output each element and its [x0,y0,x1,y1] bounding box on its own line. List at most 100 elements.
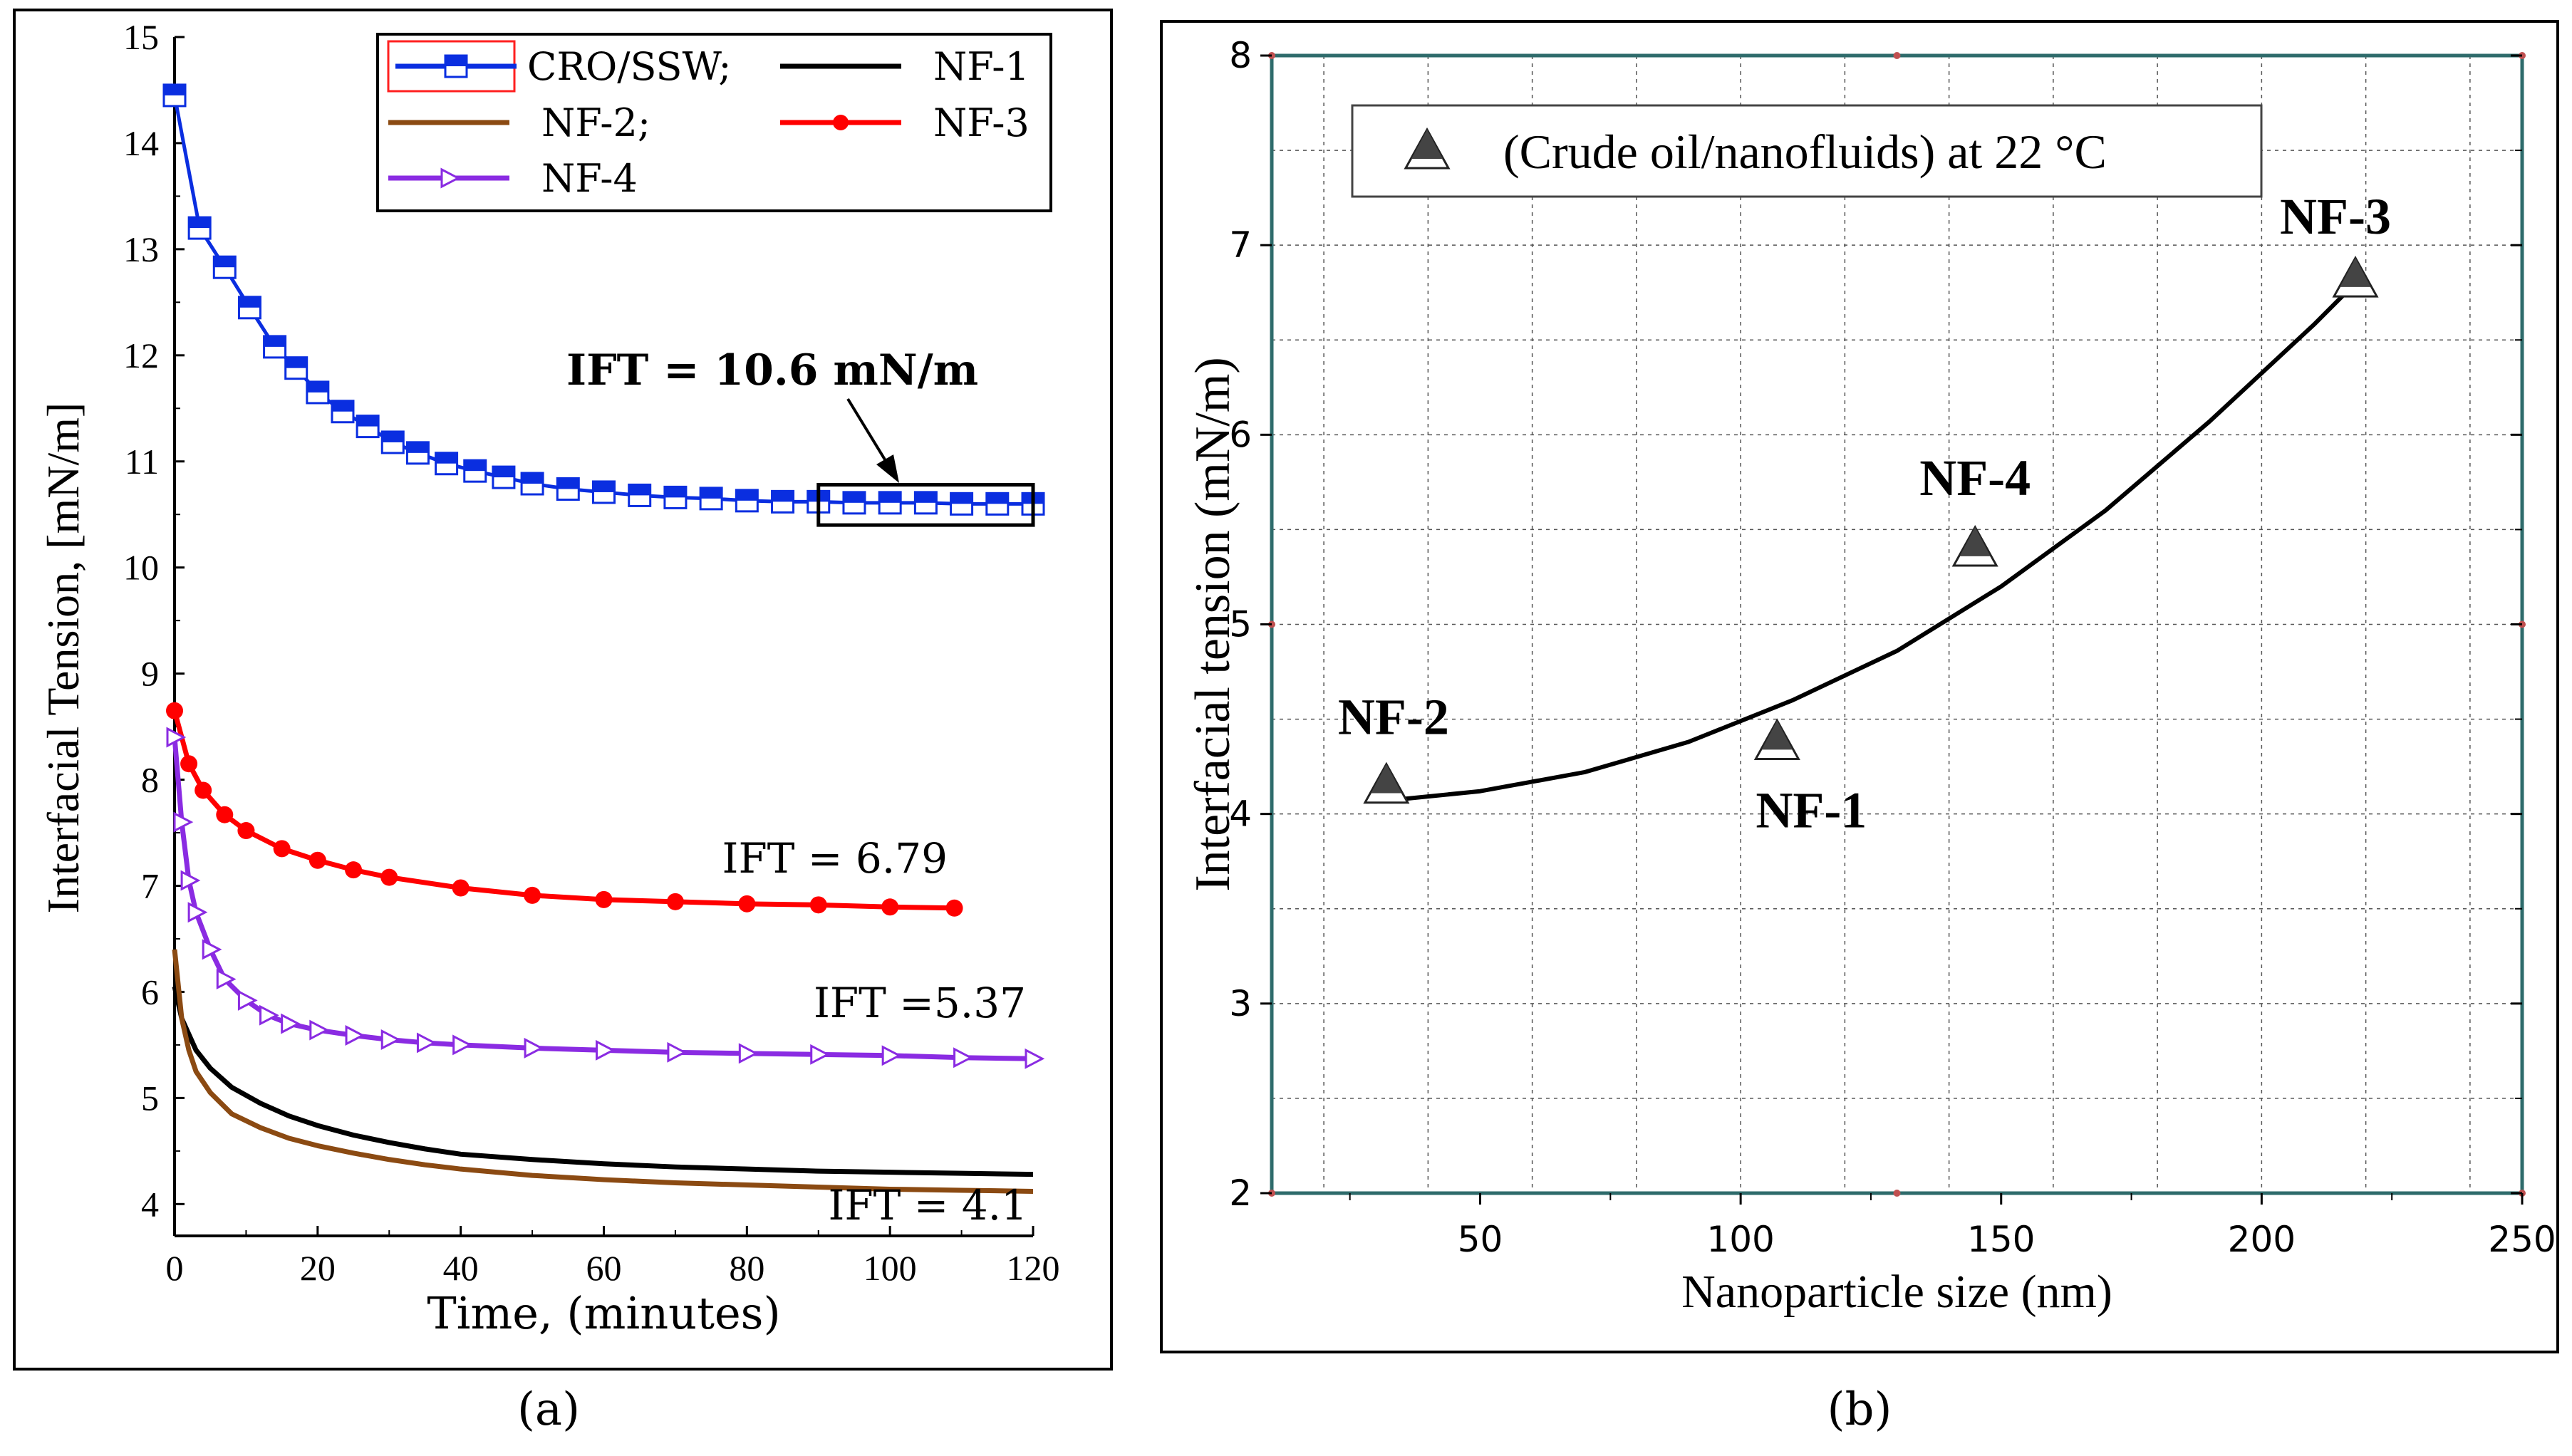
data-point-nf4 [667,1041,688,1063]
data-point-nf4 [216,969,237,990]
data-point-nf4 [180,870,201,891]
data-point-nf3 [273,840,291,858]
data-point-nf4 [281,1013,301,1034]
panel-a-label: (a) [517,1383,580,1436]
y-tick-label-a: 4 [141,1184,159,1224]
data-point-nf4 [309,1019,330,1041]
data-point-cro-fill [285,357,307,368]
data-point-cro-fill [492,467,514,478]
data-point-cro-fill [331,400,353,412]
panel-b-frame [1160,20,2559,1353]
x-tick-label-a: 0 [166,1248,184,1288]
data-point-nf3 [881,898,899,916]
y-tick-label-a: 8 [141,760,159,800]
data-point-cro-fill [164,84,185,95]
data-point-nf3 [945,899,963,917]
data-point-nf4 [452,1034,472,1056]
data-point-nf4 [237,989,258,1011]
y-tick-label-a: 12 [123,336,159,375]
data-point-cro-fill [382,431,404,442]
legend-label-3: NF-3 [933,100,1030,145]
annotation-nf1-nf2: IFT = 4.1 [828,1181,1027,1229]
x-tick-label-b: 150 [1967,1219,2035,1260]
y-tick-label-a: 13 [123,229,159,269]
y-tick-label-a: 11 [125,442,159,482]
legend-label-0: CRO/SSW; [527,44,731,89]
y-tick-label-b: 7 [1229,224,1252,266]
legend-label-4: NF-4 [541,156,638,201]
fit-curve-b [1386,281,2358,804]
y-axis-title-a: Interfacial Tension, [mN/m] [38,402,88,914]
point-label-b: NF-2 [1338,689,1449,746]
data-point-cro-fill [950,493,973,504]
x-axis-title-b: Nanoparticle size (nm) [1681,1266,2112,1318]
y-tick-label-a: 6 [141,972,159,1012]
data-point-b-nf-3-fill [2340,258,2371,287]
data-point-cro-fill [407,442,429,453]
data-point-cro-fill [189,217,211,229]
data-point-nf3 [452,879,470,897]
y-tick-label-a: 10 [123,548,159,588]
x-tick-label-a: 20 [300,1248,336,1288]
data-point-cro-fill [772,491,794,502]
data-point-cro-fill [306,381,328,392]
data-point-nf3 [345,861,363,879]
chart-a: 4 5 6 7 8 9 10 11 12 13 14 15 0 20 40 60 80 100 120 Time, (… [38,17,1060,1339]
data-point-cro-fill [736,489,758,501]
data-point-cro-fill [664,487,686,498]
data-point-cro-fill [628,484,650,496]
data-point-nf3 [380,868,398,886]
data-point-nf4 [166,727,187,748]
data-point-cro-fill [593,481,615,492]
data-point-nf4 [953,1047,973,1068]
y-axis-title-b: Interfacial tension (mN/m) [1186,357,1240,891]
annotation-arrowhead [876,454,899,483]
data-point-b-nf-4-fill [1959,527,1991,556]
legend-label-2: NF-2; [541,100,650,145]
data-point-nf4 [1025,1048,1045,1069]
annotation-arrow [846,397,891,468]
y-tick-label-b: 5 [1229,604,1252,645]
data-point-cro-fill [214,256,236,268]
data-point-nf4 [380,1029,401,1050]
x-tick-label-a: 60 [586,1248,622,1288]
point-label-b: NF-1 [1756,782,1867,839]
frame-dot-b [1893,52,1901,59]
data-point-cro-fill [522,473,544,484]
data-point-nf4 [187,902,208,923]
series-line-1 [172,986,1034,1177]
point-label-b: NF-3 [2280,188,2391,245]
data-point-cro-fill [357,415,379,427]
legend-marker-nf3 [833,115,849,130]
panel-a-frame [13,9,1113,1371]
legend-b: (Crude oil/nanofluids) at 22 °C [1351,104,2263,198]
data-point-nf4 [345,1025,365,1046]
data-point-b-nf-1-fill [1761,720,1793,750]
data-point-nf4 [524,1037,544,1059]
data-point-cro-fill [557,478,579,489]
data-point-cro-fill [464,460,486,472]
y-tick-label-a: 14 [123,123,159,163]
annotation-nf4: IFT =5.37 [814,979,1026,1027]
y-tick-label-b: 3 [1229,983,1252,1024]
y-tick-label-a: 9 [141,654,159,694]
data-point-nf4 [810,1044,830,1065]
data-point-cro-fill [435,452,457,464]
data-point-nf4 [881,1045,902,1066]
annotation-cro: IFT = 10.6 mN/m [566,345,978,395]
data-point-nf4 [259,1004,279,1026]
chart-b: 2 3 4 5 6 7 8 50 100 150 200 250 Nanoparticle size (… [1186,35,2556,1318]
legend-b-label: (Crude oil/nanofluids) at 22 °C [1503,125,2107,179]
x-tick-label-b: 200 [2228,1219,2296,1260]
y-tick-label-b: 6 [1229,414,1252,455]
data-point-nf3 [166,702,183,719]
series-line-2 [172,949,1034,1194]
legend-marker-cro-fill [445,56,467,66]
highlight-box [816,483,1035,527]
data-point-cro-fill [264,336,286,347]
data-point-cro-fill [986,493,1008,504]
y-tick-label-b: 2 [1229,1172,1252,1214]
data-point-nf4 [738,1043,759,1064]
data-point-cro-fill [700,487,722,499]
